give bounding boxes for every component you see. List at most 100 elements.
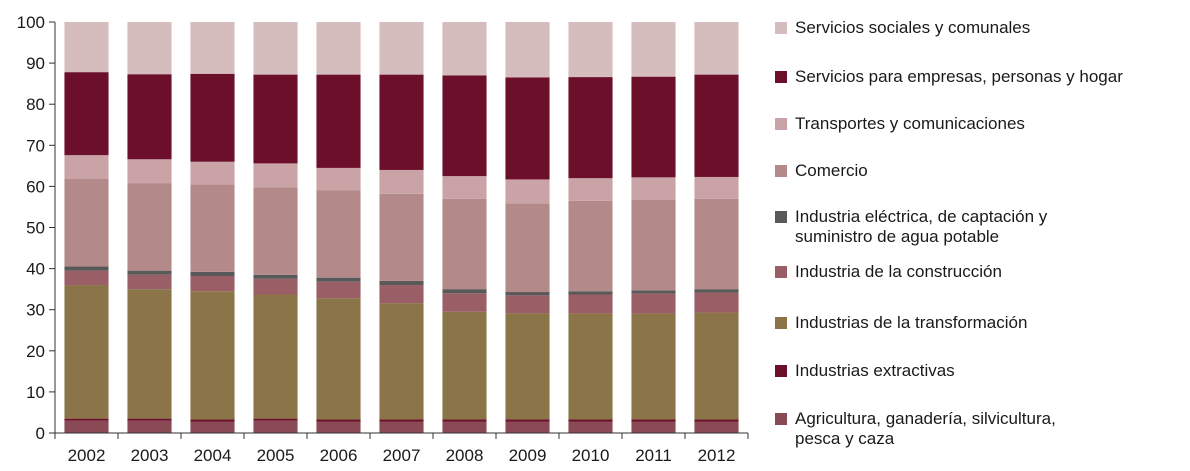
x-tick-label-2003: 2003 xyxy=(131,446,169,465)
bar-segment-2011-series-7 xyxy=(631,76,676,178)
bar-segment-2006-series-5 xyxy=(316,190,361,278)
x-tick-label-2004: 2004 xyxy=(194,446,232,465)
bar-segment-2007-series-7 xyxy=(379,74,424,170)
x-tick-label-2011: 2011 xyxy=(635,446,672,465)
bar-segment-2010-series-7 xyxy=(568,77,613,179)
y-tick-label-0: 0 xyxy=(36,424,45,443)
legend-item-5: Industria de la construcción xyxy=(775,262,1002,282)
y-tick-label-80: 80 xyxy=(26,95,45,114)
bar-segment-2010-series-4 xyxy=(568,291,613,295)
bar-segment-2009-series-6 xyxy=(505,179,550,204)
legend-label-4: Industria eléctrica, de captación y sumi… xyxy=(795,207,1048,246)
bar-segment-2011-series-3 xyxy=(631,293,676,314)
bar-segment-2003-series-2 xyxy=(127,289,172,419)
y-tick-label-70: 70 xyxy=(26,136,45,155)
bar-segment-2003-series-4 xyxy=(127,270,172,275)
bar-segment-2002-series-7 xyxy=(64,72,109,156)
bar-segment-2012-series-0 xyxy=(694,421,739,433)
bar-segment-2006-series-2 xyxy=(316,298,361,420)
bar-segment-2008-series-2 xyxy=(442,311,487,420)
bar-segment-2011-series-6 xyxy=(631,177,676,200)
bar-segment-2006-series-1 xyxy=(316,419,361,422)
x-tick-label-2009: 2009 xyxy=(509,446,547,465)
bar-segment-2011-series-0 xyxy=(631,421,676,433)
legend-swatch-2 xyxy=(775,118,787,130)
y-tick-label-60: 60 xyxy=(26,177,45,196)
bar-segment-2010-series-3 xyxy=(568,294,613,314)
bar-segment-2009-series-2 xyxy=(505,313,550,420)
stacked-bar-chart: 0 10 20 30 40 50 60 70 80 90 100 2002 2003 2004 2005 20… xyxy=(17,13,749,465)
legend-swatch-0 xyxy=(775,22,787,34)
legend-swatch-6 xyxy=(775,317,787,329)
bar-segment-2011-series-5 xyxy=(631,199,676,291)
x-tick-label-2010: 2010 xyxy=(572,446,610,465)
bar-segment-2007-series-1 xyxy=(379,419,424,422)
bar-segment-2004-series-3 xyxy=(190,276,235,292)
bar-segment-2004-series-2 xyxy=(190,291,235,420)
bar-segment-2002-series-2 xyxy=(64,285,109,419)
legend: Servicios sociales y comunales Servicios … xyxy=(775,0,1185,466)
bar-segment-2002-series-3 xyxy=(64,270,109,286)
legend-swatch-1 xyxy=(775,71,787,83)
legend-swatch-3 xyxy=(775,165,787,177)
bar-segment-2012-series-8 xyxy=(694,22,739,75)
x-tick-label-2007: 2007 xyxy=(383,446,421,465)
x-tick-label-2006: 2006 xyxy=(320,446,358,465)
legend-label-5: Industria de la construcción xyxy=(795,262,1002,281)
bar-segment-2008-series-6 xyxy=(442,176,487,199)
bar-segment-2007-series-5 xyxy=(379,193,424,281)
bar-segment-2007-series-0 xyxy=(379,421,424,433)
bar-segment-2010-series-2 xyxy=(568,313,613,420)
bar-segment-2012-series-1 xyxy=(694,419,739,422)
bar-segment-2005-series-6 xyxy=(253,163,298,188)
legend-item-0: Servicios sociales y comunales xyxy=(775,18,1030,38)
bar-segment-2010-series-6 xyxy=(568,178,613,201)
y-tick-label-90: 90 xyxy=(26,54,45,73)
bar-segment-2003-series-5 xyxy=(127,183,172,271)
legend-swatch-4 xyxy=(775,211,787,223)
legend-item-4: Industria eléctrica, de captación y sumi… xyxy=(775,207,1065,247)
bar-segment-2011-series-8 xyxy=(631,22,676,77)
bar-segment-2010-series-0 xyxy=(568,421,613,433)
bar-segment-2008-series-3 xyxy=(442,293,487,312)
bar-segment-2003-series-1 xyxy=(127,418,172,421)
bar-segment-2004-series-5 xyxy=(190,184,235,272)
x-tick-label-2005: 2005 xyxy=(257,446,295,465)
bar-segment-2005-series-4 xyxy=(253,274,298,279)
bar-segment-2012-series-4 xyxy=(694,289,739,293)
bar-segment-2003-series-8 xyxy=(127,22,172,75)
legend-swatch-5 xyxy=(775,266,787,278)
bar-segment-2009-series-3 xyxy=(505,295,550,314)
legend-label-2: Transportes y comunicaciones xyxy=(795,114,1025,133)
bar-segment-2007-series-8 xyxy=(379,22,424,75)
bar-segment-2005-series-0 xyxy=(253,420,298,433)
bar-segment-2002-series-1 xyxy=(64,418,109,421)
bar-segment-2005-series-7 xyxy=(253,74,298,164)
legend-item-7: Industrias extractivas xyxy=(775,361,955,381)
legend-label-6: Industrias de la transformación xyxy=(795,313,1028,332)
bar-segment-2007-series-4 xyxy=(379,280,424,286)
bar-segment-2009-series-0 xyxy=(505,421,550,433)
bar-segment-2004-series-0 xyxy=(190,421,235,433)
bar-segment-2005-series-2 xyxy=(253,294,298,419)
bar-segment-2011-series-2 xyxy=(631,313,676,420)
bar-segment-2004-series-6 xyxy=(190,161,235,185)
bar-segment-2006-series-8 xyxy=(316,22,361,75)
bar-segment-2011-series-4 xyxy=(631,290,676,294)
bar-segment-2003-series-6 xyxy=(127,159,172,184)
bar-segment-2008-series-0 xyxy=(442,421,487,433)
y-tick-label-20: 20 xyxy=(26,342,45,361)
bar-segment-2003-series-7 xyxy=(127,74,172,160)
bar-segment-2002-series-8 xyxy=(64,22,109,73)
bar-segment-2002-series-4 xyxy=(64,266,109,271)
bar-segment-2005-series-8 xyxy=(253,22,298,75)
bar-segment-2009-series-1 xyxy=(505,419,550,422)
y-tick-label-50: 50 xyxy=(26,219,45,238)
bar-segment-2009-series-5 xyxy=(505,203,550,293)
bar-segment-2009-series-8 xyxy=(505,22,550,78)
bar-segment-2006-series-0 xyxy=(316,421,361,433)
legend-label-8: Agricultura, ganadería, silvicultura, pe… xyxy=(795,409,1056,448)
legend-item-2: Transportes y comunicaciones xyxy=(775,114,1025,134)
x-tick-label-2012: 2012 xyxy=(698,446,736,465)
bar-segment-2009-series-7 xyxy=(505,77,550,180)
